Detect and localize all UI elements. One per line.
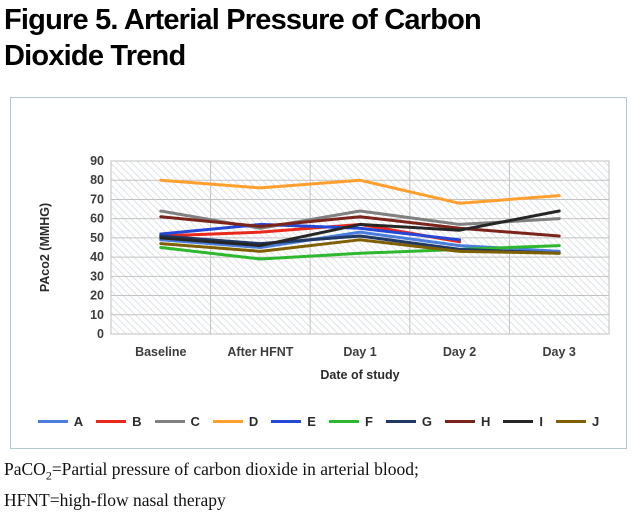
legend-item-B: B — [96, 414, 142, 429]
legend-label-E: E — [307, 414, 316, 429]
legend: A B C D E F G H I J — [11, 414, 626, 429]
x-category-label: After HFNT — [227, 345, 293, 359]
series-line-E — [159, 222, 462, 242]
x-category-label: Day 1 — [343, 345, 376, 359]
legend-item-H: H — [445, 414, 490, 429]
legend-label-I: I — [539, 414, 544, 429]
caption-abbrev: PaCO — [4, 459, 46, 479]
figure-title-line1: Figure 5. Arterial Pressure of Carbon — [4, 4, 482, 36]
caption-line2: HFNT=high-flow nasal therapy — [4, 489, 226, 510]
y-tick-label: 70 — [90, 192, 104, 206]
x-category-label: Day 3 — [543, 345, 576, 359]
figure-title: Figure 5. Arterial Pressure of Carbon Di… — [4, 2, 636, 74]
legend-item-C: C — [154, 414, 200, 429]
legend-label-D: D — [248, 414, 259, 429]
legend-swatch-J — [556, 420, 587, 423]
legend-item-J: J — [556, 414, 599, 429]
x-category-label: Baseline — [135, 345, 186, 359]
y-tick-label: 30 — [90, 269, 104, 283]
legend-label-A: A — [73, 414, 84, 429]
y-axis-title: PAco2 (MMHG) — [38, 203, 52, 292]
legend-swatch-A — [37, 420, 68, 423]
legend-swatch-G — [385, 420, 416, 423]
caption-line1: PaCO2=Partial pressure of carbon dioxide… — [4, 457, 634, 488]
legend-swatch-F — [328, 420, 359, 423]
legend-swatch-C — [154, 420, 185, 423]
caption: PaCO2=Partial pressure of carbon dioxide… — [4, 457, 634, 512]
x-category-label: Day 2 — [443, 345, 476, 359]
series-line-I — [159, 209, 561, 248]
legend-swatch-D — [212, 420, 243, 423]
series-line-J — [159, 238, 561, 255]
legend-label-B: B — [132, 414, 142, 429]
y-tick-label: 10 — [90, 308, 104, 322]
legend-label-G: G — [421, 414, 433, 429]
legend-label-H: H — [481, 414, 491, 429]
caption-definition: =Partial pressure of carbon dioxide in a… — [51, 459, 419, 479]
y-tick-label: 40 — [90, 250, 104, 264]
legend-item-F: F — [328, 414, 373, 429]
legend-swatch-B — [96, 420, 127, 423]
legend-swatch-I — [503, 420, 534, 423]
legend-swatch-H — [445, 420, 476, 423]
legend-item-I: I — [503, 414, 543, 429]
y-tick-label: 60 — [90, 212, 104, 226]
caption-subscript: 2 — [45, 468, 52, 483]
figure-title-line2: Dioxide Trend — [4, 40, 186, 72]
series-line-F — [159, 244, 561, 261]
legend-item-D: D — [212, 414, 259, 429]
legend-item-A: A — [37, 414, 84, 429]
y-tick-label: 90 — [90, 154, 104, 168]
series-line-D — [159, 178, 561, 205]
legend-swatch-E — [271, 420, 302, 423]
chart-panel: 0 10 20 30 40 50 60 70 80 90 Baseline After HFNT Day… — [10, 97, 627, 449]
y-tick-label: 0 — [97, 327, 104, 341]
legend-item-G: G — [385, 414, 433, 429]
legend-label-C: C — [190, 414, 200, 429]
series-line-H — [159, 215, 561, 238]
x-axis-title: Date of study — [320, 368, 399, 382]
y-tick-label: 50 — [90, 231, 104, 245]
y-tick-label: 80 — [90, 173, 104, 187]
y-tick-label: 20 — [90, 289, 104, 303]
legend-label-J: J — [592, 414, 600, 429]
legend-label-F: F — [364, 414, 373, 429]
line-chart-svg: 0 10 20 30 40 50 60 70 80 90 Baseline After HFNT Day… — [38, 154, 610, 382]
legend-item-E: E — [271, 414, 316, 429]
